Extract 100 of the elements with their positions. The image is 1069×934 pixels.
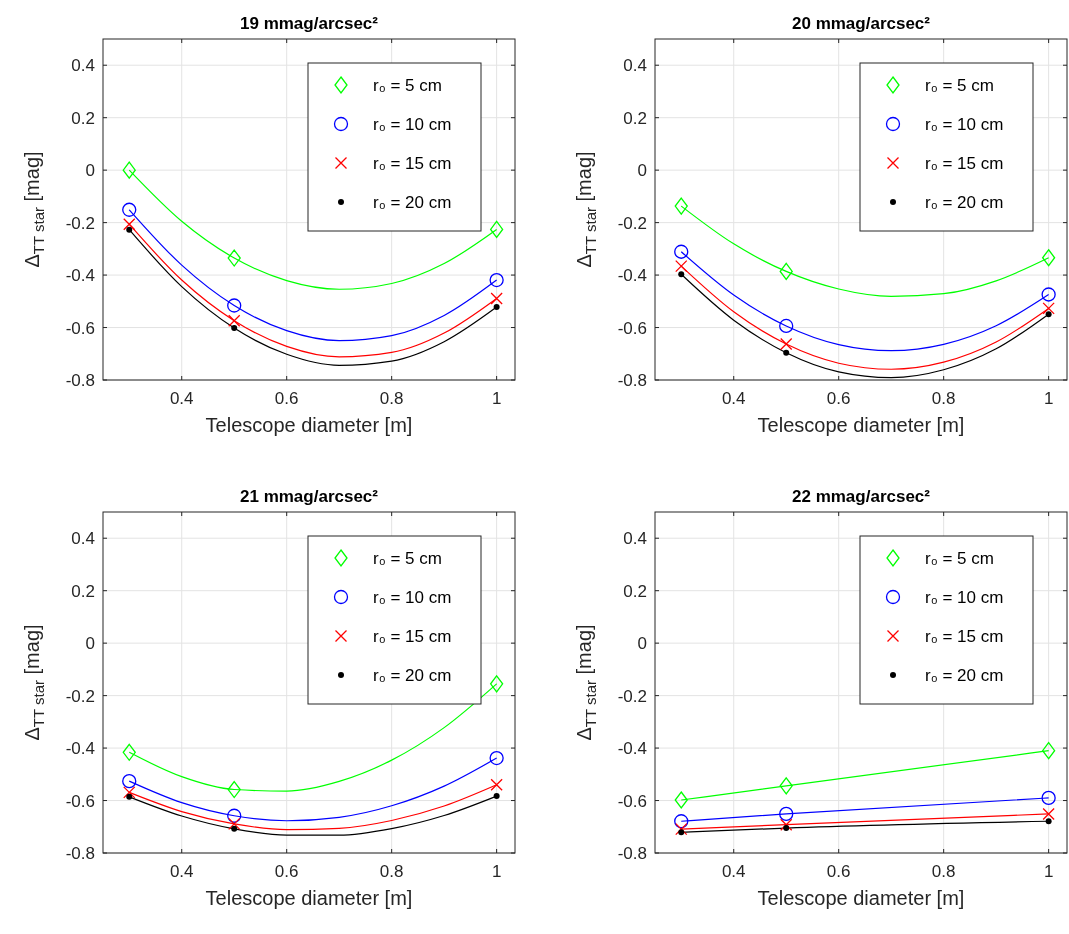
legend-label: r₀ = 10 cm <box>925 588 1004 607</box>
point <box>489 675 504 693</box>
legend-label: r₀ = 15 cm <box>373 627 452 646</box>
y-tick-label: 0.4 <box>71 529 95 549</box>
point <box>674 197 688 215</box>
legend-label: r₀ = 5 cm <box>373 549 442 568</box>
legend-label: r₀ = 20 cm <box>373 666 452 685</box>
x-tick-label: 0.6 <box>826 862 851 881</box>
legend-label: r₀ = 20 cm <box>925 666 1004 685</box>
x-tick-label: 0.6 <box>274 389 299 408</box>
point <box>674 791 688 809</box>
y-tick-label: 0.2 <box>71 581 95 601</box>
x-tick-label: 1 <box>491 389 502 408</box>
y-tick-label: 0.4 <box>71 56 95 76</box>
point <box>490 778 503 791</box>
y-tick-label: -0.8 <box>617 371 647 390</box>
legend-label: r₀ = 5 cm <box>925 549 994 568</box>
y-tick-label: -0.8 <box>617 844 647 863</box>
point <box>227 298 242 313</box>
point <box>227 808 242 823</box>
y-tick-label: -0.8 <box>65 371 95 390</box>
point <box>675 260 688 273</box>
legend-label: r₀ = 20 cm <box>925 193 1004 212</box>
legend-label: r₀ = 5 cm <box>925 76 994 95</box>
x-axis-title: Telescope diameter [m] <box>757 414 965 436</box>
legend-label: r₀ = 10 cm <box>925 115 1004 134</box>
point <box>493 304 500 311</box>
x-tick-label: 0.8 <box>931 389 956 408</box>
y-tick-label: -0.2 <box>65 213 95 233</box>
point <box>783 825 790 832</box>
x-axis-title: Telescope diameter [m] <box>205 887 413 909</box>
legend-label: r₀ = 15 cm <box>925 627 1004 646</box>
point <box>489 750 504 766</box>
chart-title: 22 mmag/arcsec² <box>792 487 931 506</box>
x-axis-title: Telescope diameter [m] <box>205 414 413 436</box>
point <box>1041 287 1056 302</box>
y-tick-label: 0 <box>85 161 95 181</box>
y-tick-label: 0 <box>85 634 95 654</box>
y-tick-label: -0.6 <box>617 318 647 338</box>
x-tick-label: 0.6 <box>826 389 851 408</box>
chart-title: 20 mmag/arcsec² <box>792 14 931 33</box>
point <box>122 773 137 789</box>
y-tick-label: 0.2 <box>71 108 95 128</box>
y-tick-label: -0.6 <box>65 791 95 811</box>
point <box>126 793 133 800</box>
point <box>780 818 793 831</box>
legend-label: r₀ = 20 cm <box>373 193 452 212</box>
point <box>489 272 504 288</box>
x-tick-label: 0.4 <box>169 389 194 408</box>
point <box>675 822 688 836</box>
x-axis-title: Telescope diameter [m] <box>757 887 965 909</box>
point <box>779 777 793 795</box>
y-tick-label: -0.2 <box>617 686 647 706</box>
chart-title: 19 mmag/arcsec² <box>240 14 379 33</box>
point <box>1042 807 1055 821</box>
x-tick-label: 1 <box>1043 389 1054 408</box>
x-tick-label: 0.6 <box>274 862 299 881</box>
point <box>122 743 136 761</box>
point <box>779 806 794 822</box>
point <box>1042 302 1055 315</box>
point <box>779 262 793 281</box>
x-tick-label: 0.4 <box>169 862 194 881</box>
point <box>1045 818 1052 825</box>
x-tick-label: 0.8 <box>931 862 956 881</box>
point <box>227 780 241 799</box>
point <box>783 349 790 356</box>
chart-title: 21 mmag/arcsec² <box>240 487 379 506</box>
x-tick-label: 0.4 <box>721 389 746 408</box>
point <box>123 786 136 799</box>
point <box>227 249 241 267</box>
y-tick-label: 0.2 <box>623 581 647 601</box>
x-tick-label: 0.4 <box>721 862 746 881</box>
point <box>678 829 685 836</box>
point <box>1045 311 1052 318</box>
y-tick-label: 0.4 <box>623 56 647 76</box>
y-tick-label: -0.4 <box>65 266 95 286</box>
point <box>231 825 238 832</box>
legend-label: r₀ = 15 cm <box>925 154 1004 173</box>
point <box>490 292 503 305</box>
y-tick-label: -0.4 <box>65 739 95 759</box>
y-tick-label: 0 <box>637 634 647 654</box>
y-tick-label: -0.4 <box>617 739 647 759</box>
y-tick-label: -0.2 <box>617 213 647 233</box>
point <box>674 814 689 829</box>
y-tick-label: -0.4 <box>617 266 647 286</box>
point <box>122 161 136 179</box>
legend-label: r₀ = 5 cm <box>373 76 442 95</box>
point <box>674 244 689 259</box>
y-tick-label: 0 <box>637 161 647 181</box>
point <box>231 325 238 332</box>
y-tick-label: 0.4 <box>623 529 647 549</box>
point <box>122 202 137 217</box>
y-tick-label: 0.2 <box>623 108 647 128</box>
point <box>1041 742 1056 760</box>
point <box>1041 249 1056 267</box>
point <box>779 318 794 334</box>
point <box>780 337 793 351</box>
legend-label: r₀ = 10 cm <box>373 588 452 607</box>
y-tick-label: -0.8 <box>65 844 95 863</box>
point <box>1041 790 1056 806</box>
